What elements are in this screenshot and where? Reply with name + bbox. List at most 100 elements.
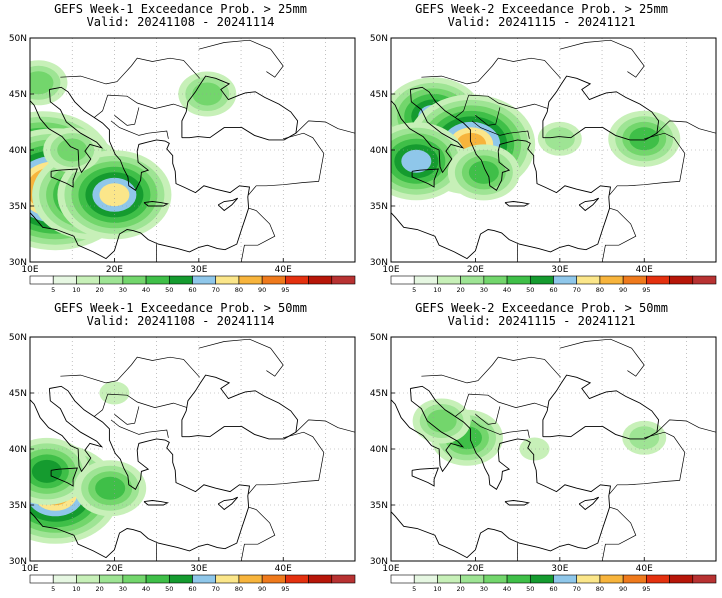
coastline [30, 86, 251, 260]
coastline [504, 201, 530, 207]
colorbar-label: 10 [72, 286, 80, 294]
country-border [107, 393, 188, 408]
probability-field [30, 60, 237, 251]
lon-label: 40E [275, 564, 292, 574]
colorbar-label: 90 [619, 286, 627, 294]
colorbar-label: 40 [503, 585, 511, 593]
colorbar-bin [238, 574, 263, 584]
lat-label: 35N [370, 202, 388, 212]
coastline [50, 467, 78, 487]
colorbar-label: 50 [165, 286, 173, 294]
lat-label: 45N [370, 90, 388, 100]
lat-label: 45N [9, 389, 27, 399]
lat-label: 35N [370, 501, 388, 511]
probability-contour [31, 459, 62, 483]
colorbar-bin [285, 574, 309, 584]
country-border [93, 94, 109, 118]
colorbar-bin [192, 574, 217, 584]
country-border [471, 120, 530, 139]
colorbar-label: 95 [281, 286, 289, 294]
graticule [30, 38, 355, 262]
panel-valid-dates: Valid: 20241115 - 20241121 [447, 314, 636, 328]
colorbar-label: 80 [596, 585, 604, 593]
lat-label: 50N [370, 34, 388, 44]
colorbar-label: 70 [212, 286, 220, 294]
coastline [30, 388, 104, 473]
colorbar-label: 50 [165, 585, 173, 593]
country-border [559, 338, 645, 377]
colorbar-label: 40 [503, 286, 511, 294]
country-border [454, 393, 470, 417]
lat-label: 40N [9, 445, 27, 455]
country-border [114, 406, 140, 425]
lon-label: 30E [551, 564, 568, 574]
coastline [578, 197, 600, 212]
colorbar-label: 90 [258, 286, 266, 294]
colorbar-bin [622, 574, 647, 584]
probability-contour [426, 409, 457, 433]
graticule [391, 38, 716, 262]
colorbar-bin [576, 574, 601, 584]
colorbar-bin [390, 275, 415, 285]
colorbar-label: 60 [549, 286, 557, 294]
colorbar-label: 90 [619, 585, 627, 593]
coastlines [391, 39, 716, 262]
panel-week2-25mm: GEFS Week-2 Exceedance Prob. > 25mm Vali… [361, 0, 722, 299]
colorbar-bin [413, 574, 438, 584]
colorbar-bin [390, 574, 415, 584]
lon-label: 40E [636, 564, 653, 574]
panel-week2-50mm: GEFS Week-2 Exceedance Prob. > 50mm Vali… [361, 299, 722, 598]
colorbar-label: 10 [72, 585, 80, 593]
colorbar-bin [669, 574, 694, 584]
probability-contour [401, 149, 432, 173]
probability-field [30, 381, 147, 544]
colorbar-bin [553, 275, 578, 285]
colorbar-bin [99, 275, 124, 285]
lat-label: 40N [370, 445, 388, 455]
lon-label: 20E [467, 265, 484, 275]
lon-label: 10E [21, 265, 38, 275]
colorbar-label: 80 [235, 286, 243, 294]
colorbar-bin [285, 275, 309, 285]
lon-label: 30E [190, 265, 207, 275]
colorbar-bin [622, 275, 647, 285]
lon-label: 20E [106, 265, 123, 275]
colorbar-label: 40 [142, 286, 150, 294]
colorbar-bin [29, 275, 54, 285]
colorbar-bin [168, 275, 193, 285]
lon-label: 10E [382, 265, 399, 275]
colorbar-bin [29, 574, 54, 584]
colorbar-bin [99, 574, 124, 584]
country-border [198, 338, 284, 377]
coastline [411, 168, 439, 188]
colorbar-bin [331, 574, 356, 584]
country-border [601, 207, 637, 262]
country-border [656, 120, 716, 134]
lon-label: 10E [382, 564, 399, 574]
colorbar-label: 95 [642, 286, 650, 294]
country-border [468, 94, 549, 109]
colorbar-label: 80 [235, 585, 243, 593]
country-border [248, 431, 325, 495]
lat-label: 40N [370, 146, 388, 156]
probability-field [391, 77, 681, 201]
colorbar-bin [460, 275, 485, 285]
panel-week1-50mm: GEFS Week-1 Exceedance Prob. > 50mm Vali… [0, 299, 361, 598]
colorbar-bin [646, 574, 670, 584]
lat-label: 30N [9, 557, 27, 567]
probability-contour [468, 160, 499, 184]
coastline [30, 385, 251, 559]
coastline [181, 374, 299, 440]
colorbar-label: 30 [480, 286, 488, 294]
colorbar-bin [122, 574, 147, 584]
country-border [421, 356, 561, 384]
colorbar-bin [145, 275, 170, 285]
colorbar-bin [413, 275, 438, 285]
lon-label: 30E [551, 265, 568, 275]
colorbar-bin [331, 275, 356, 285]
lon-label: 40E [636, 265, 653, 275]
coastline [578, 496, 600, 511]
colorbar-label: 70 [573, 585, 581, 593]
panel-valid-dates: Valid: 20241115 - 20241121 [447, 15, 636, 29]
